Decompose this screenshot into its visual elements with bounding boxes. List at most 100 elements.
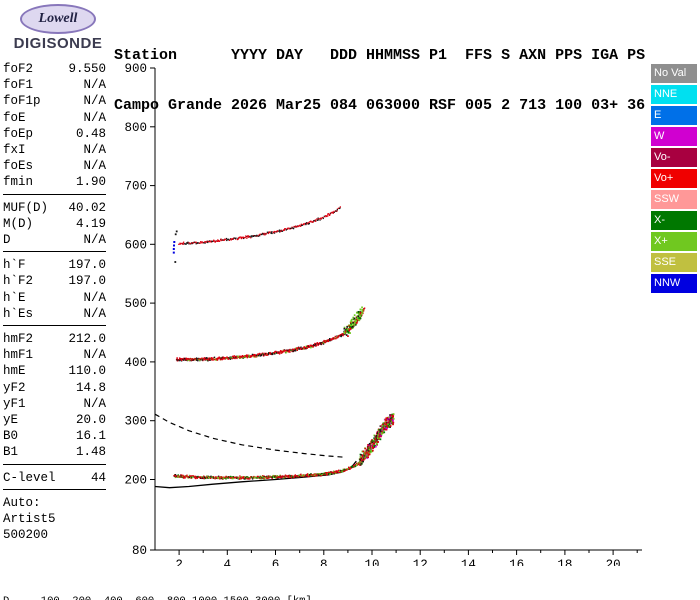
- param-value: 4.19: [75, 216, 106, 231]
- svg-text:12: 12: [413, 558, 428, 566]
- param-label: hmF1: [3, 348, 34, 363]
- param-value: 197.0: [68, 274, 106, 289]
- svg-text:400: 400: [124, 356, 147, 370]
- param-label: M(D): [3, 216, 34, 231]
- param-label: h`E: [3, 290, 26, 305]
- param-label: foE: [3, 110, 26, 125]
- param-value: 20.0: [75, 413, 106, 428]
- svg-text:2: 2: [175, 558, 183, 566]
- param-value: N/A: [83, 290, 106, 305]
- station-header: Station YYYY DAY DDD HHMMSS P1 FFS S AXN…: [114, 15, 645, 147]
- param-group: h`F 197.0 h`F2 197.0 h`E N/A h`Es N/A: [3, 257, 106, 327]
- param-label: h`Es: [3, 306, 34, 321]
- param-fxi: fxI N/A: [3, 142, 106, 158]
- svg-text:4: 4: [224, 558, 232, 566]
- svg-text:20: 20: [606, 558, 621, 566]
- legend-nne: NNE: [651, 85, 697, 104]
- param-label: foEp: [3, 126, 34, 141]
- legend-vo-plus: Vo+: [651, 169, 697, 188]
- logo-lowell-text: Lowell: [38, 11, 78, 26]
- legend-vo-minus: Vo-: [651, 148, 697, 167]
- param-value: N/A: [83, 233, 106, 248]
- svg-text:200: 200: [124, 474, 147, 488]
- autoscaler-info: Artist5: [3, 512, 56, 527]
- param-value: 110.0: [68, 364, 106, 379]
- param-fof1: foF1 N/A: [3, 77, 106, 93]
- legend-x-plus: X+: [651, 232, 697, 251]
- param-value: N/A: [83, 396, 106, 411]
- svg-text:80: 80: [132, 544, 147, 558]
- param-foes: foEs N/A: [3, 158, 106, 174]
- svg-text:14: 14: [461, 558, 476, 566]
- param-value: N/A: [83, 110, 106, 125]
- svg-text:10: 10: [364, 558, 379, 566]
- legend-sse: SSE: [651, 253, 697, 272]
- param-hme: hmE 110.0: [3, 363, 106, 379]
- param-foep: foEp 0.48: [3, 126, 106, 142]
- param-h-e: h`E N/A: [3, 290, 106, 306]
- param-value: N/A: [83, 159, 106, 174]
- param-yf1: yF1 N/A: [3, 396, 106, 412]
- param-b0: B0 16.1: [3, 428, 106, 444]
- svg-text:18: 18: [557, 558, 572, 566]
- header-column-titles: Station YYYY DAY DDD HHMMSS P1 FFS S AXN…: [114, 47, 646, 64]
- legend-e: E: [651, 106, 697, 125]
- svg-text:600: 600: [124, 238, 147, 252]
- param-c-level: C-level 44: [3, 470, 106, 486]
- parameter-panel: foF2 9.550 foF1 N/A foF1p N/A foE N/A foEp 0.48 fx…: [3, 61, 106, 543]
- param-value: 44: [90, 470, 106, 485]
- param-value: 9.550: [68, 62, 106, 76]
- param-value: 212.0: [68, 332, 106, 347]
- param-hmf2: hmF2 212.0: [3, 331, 106, 347]
- param-value: 16.1: [75, 429, 106, 444]
- svg-text:16: 16: [509, 558, 524, 566]
- param-label: C-level: [3, 470, 56, 485]
- param-label: foEs: [3, 159, 34, 174]
- param-h-f2: h`F2 197.0: [3, 273, 106, 289]
- param-hmf1: hmF1 N/A: [3, 347, 106, 363]
- svg-text:6: 6: [272, 558, 280, 566]
- param-yf2: yF2 14.8: [3, 380, 106, 396]
- param-value: N/A: [83, 143, 106, 158]
- legend-nnw: NNW: [651, 274, 697, 293]
- param-label: B1: [3, 445, 19, 460]
- legend-ssw: SSW: [651, 190, 697, 209]
- param-label: MUF(D): [3, 200, 49, 215]
- param-label: h`F: [3, 258, 26, 273]
- legend-w: W: [651, 127, 697, 146]
- param-group: C-level 44: [3, 470, 106, 490]
- param-label: foF1: [3, 78, 34, 93]
- param-d: D N/A: [3, 232, 106, 248]
- param-value: 14.8: [75, 380, 106, 395]
- param-value: N/A: [83, 78, 106, 93]
- param-value: 0.48: [75, 126, 106, 141]
- svg-text:500: 500: [124, 297, 147, 311]
- param-group: MUF(D) 40.02 M(D) 4.19 D N/A: [3, 200, 106, 253]
- param-foe: foE N/A: [3, 110, 106, 126]
- header-station-values: Campo Grande 2026 Mar25 084 063000 RSF 0…: [114, 96, 646, 114]
- legend-no-val: No Val: [651, 64, 697, 83]
- param-value: 1.48: [75, 445, 106, 460]
- logo-digisonde-text: DIGISONDE: [13, 35, 103, 52]
- param-label: hmE: [3, 364, 26, 379]
- svg-text:300: 300: [124, 415, 147, 429]
- param-value: N/A: [83, 306, 106, 321]
- autoscaler-info: 500200: [3, 528, 49, 543]
- param-label: hmF2: [3, 332, 34, 347]
- param-value: 1.90: [75, 175, 106, 190]
- param-ye: yE 20.0: [3, 412, 106, 428]
- param-value: 197.0: [68, 258, 106, 273]
- param-m-d: M(D) 4.19: [3, 216, 106, 232]
- param-label: yE: [3, 413, 19, 428]
- param-value: N/A: [83, 94, 106, 109]
- param-label: fxI: [3, 143, 26, 158]
- param-h-es: h`Es N/A: [3, 306, 106, 322]
- param-label: fmin: [3, 175, 34, 190]
- legend-x-minus: X-: [651, 211, 697, 230]
- param-label: D: [3, 233, 11, 248]
- ionogram-chart: 900 800 700 600 500 400 300 200 80 2 4 6 8 10 12 14 16 18…: [124, 62, 642, 566]
- param-label: foF1p: [3, 94, 41, 109]
